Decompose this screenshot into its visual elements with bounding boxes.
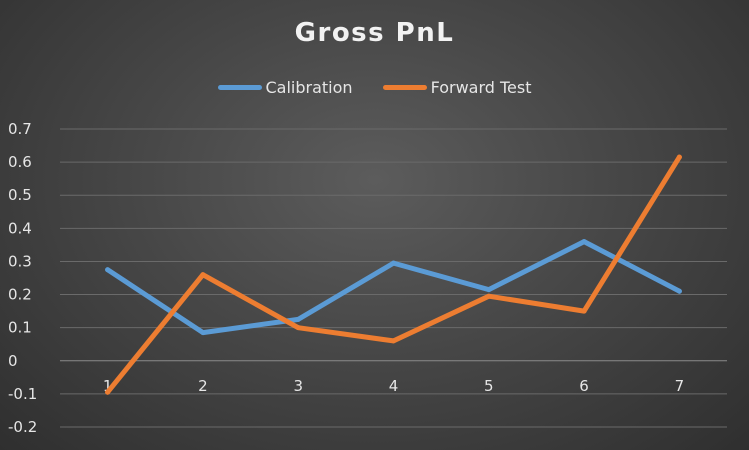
data-point-forward-test — [200, 272, 206, 278]
data-point-calibration — [486, 287, 492, 293]
y-tick-label: 0.3 — [8, 252, 32, 270]
data-point-calibration — [105, 267, 111, 273]
x-tick-label: 1 — [103, 377, 113, 395]
y-tick-label: 0 — [8, 352, 18, 370]
x-tick-label: 4 — [389, 377, 399, 395]
y-tick-label: 0.4 — [8, 219, 32, 237]
data-point-calibration — [295, 316, 301, 322]
legend: Calibration Forward Test — [0, 78, 749, 97]
y-tick-label: -0.1 — [8, 385, 37, 403]
data-point-forward-test — [391, 338, 396, 344]
y-tick-label: 0.6 — [8, 153, 32, 171]
x-tick-label: 5 — [484, 377, 494, 395]
legend-label-forward-test: Forward Test — [430, 78, 532, 97]
x-tick-label: 7 — [675, 377, 685, 395]
y-tick-label: 0.2 — [8, 286, 32, 304]
data-point-forward-test — [105, 389, 111, 395]
series-line-forward-test — [105, 154, 682, 395]
data-point-forward-test — [676, 154, 682, 160]
data-point-forward-test — [486, 293, 492, 299]
data-point-calibration — [676, 288, 682, 294]
data-point-forward-test — [295, 325, 301, 331]
x-tick-label: 3 — [293, 377, 303, 395]
legend-item-forward-test: Forward Test — [382, 78, 532, 97]
legend-label-calibration: Calibration — [265, 78, 353, 97]
chart-title: Gross PnL — [294, 18, 455, 48]
data-point-forward-test — [581, 308, 587, 314]
legend-item-calibration: Calibration — [217, 78, 353, 97]
data-point-calibration — [391, 260, 396, 266]
data-point-calibration — [200, 330, 206, 336]
y-tick-label: -0.2 — [8, 418, 37, 436]
data-point-calibration — [581, 239, 587, 245]
legend-swatch-calibration — [217, 85, 262, 90]
legend-swatch-forward-test — [382, 85, 427, 90]
x-tick-label: 2 — [198, 377, 208, 395]
y-tick-label: 0.5 — [8, 186, 32, 204]
x-tick-label: 6 — [579, 377, 589, 395]
y-tick-label: 0.7 — [8, 120, 32, 138]
y-tick-label: 0.1 — [8, 319, 32, 337]
